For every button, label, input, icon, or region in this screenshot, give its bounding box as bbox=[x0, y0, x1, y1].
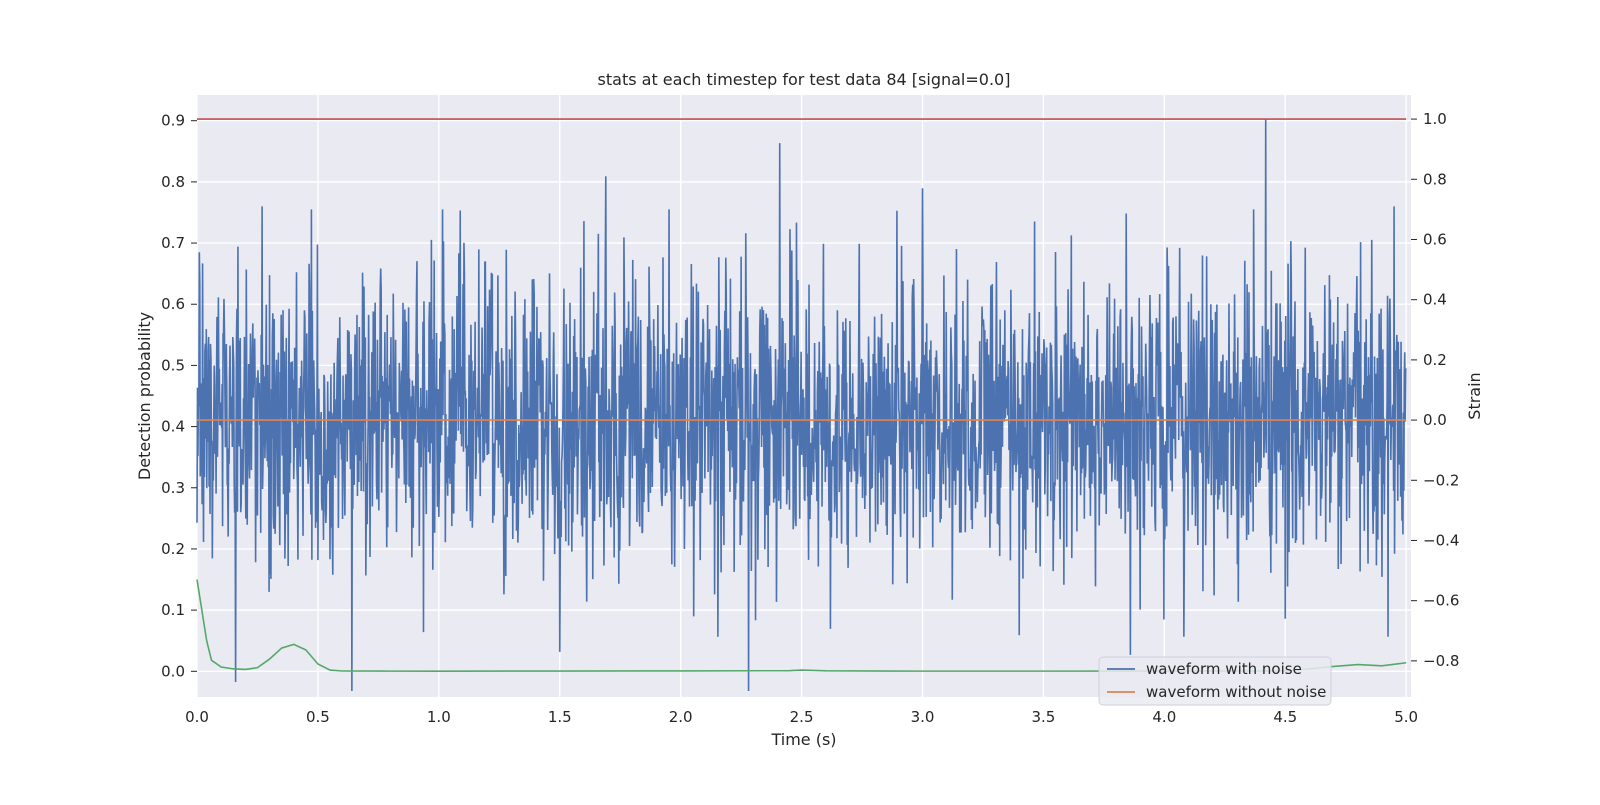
y-right-tick-label: 1.0 bbox=[1423, 110, 1447, 128]
x-tick-label: 2.0 bbox=[669, 708, 693, 726]
y-right-tick-label: −0.6 bbox=[1423, 592, 1459, 610]
x-tick-label: 5.0 bbox=[1394, 708, 1418, 726]
x-tick-label: 0.0 bbox=[185, 708, 209, 726]
y-left-tick-label: 0.5 bbox=[161, 356, 185, 374]
axis-layer: 0.0 0.5 1.0 1.5 2.0 2.5 3.0 3.5 4.0 4.5 5.0 0.0 0.1 0… bbox=[161, 110, 1459, 726]
x-tick-label: 1.5 bbox=[548, 708, 572, 726]
x-tick-label: 0.5 bbox=[306, 708, 330, 726]
y-right-tick-label: −0.4 bbox=[1423, 531, 1459, 549]
y-left-tick-label: 0.4 bbox=[161, 418, 185, 436]
x-tick-label: 2.5 bbox=[790, 708, 814, 726]
y-right-tick-label: 0.0 bbox=[1423, 411, 1447, 429]
legend-label-waveform-without-noise: waveform without noise bbox=[1146, 683, 1326, 701]
y-right-tick-label: 0.6 bbox=[1423, 230, 1447, 248]
y-left-tick-label: 0.3 bbox=[161, 479, 185, 497]
x-tick-label: 3.0 bbox=[911, 708, 935, 726]
y-right-tick-label: 0.2 bbox=[1423, 351, 1447, 369]
x-tick-label: 4.5 bbox=[1273, 708, 1297, 726]
chart-title: stats at each timestep for test data 84 … bbox=[598, 70, 1011, 89]
y-right-tick-label: 0.8 bbox=[1423, 170, 1447, 188]
y-axis-label-right: Strain bbox=[1465, 372, 1484, 419]
y-left-tick-label: 0.7 bbox=[161, 234, 185, 252]
legend-label-waveform-with-noise: waveform with noise bbox=[1146, 660, 1302, 678]
y-left-tick-label: 0.8 bbox=[161, 173, 185, 191]
y-left-tick-label: 0.0 bbox=[161, 662, 185, 680]
y-right-tick-label: 0.4 bbox=[1423, 291, 1447, 309]
y-left-tick-label: 0.2 bbox=[161, 540, 185, 558]
legend-box bbox=[1098, 656, 1332, 706]
x-axis-label: Time (s) bbox=[770, 730, 836, 749]
x-tick-label: 4.0 bbox=[1152, 708, 1176, 726]
y-left-tick-label: 0.1 bbox=[161, 601, 185, 619]
x-tick-label: 1.0 bbox=[427, 708, 451, 726]
legend: waveform with noise waveform without noi… bbox=[1098, 656, 1332, 706]
y-left-tick-label: 0.6 bbox=[161, 295, 185, 313]
y-axis-label-left: Detection probability bbox=[135, 312, 154, 480]
y-left-tick-label: 0.9 bbox=[161, 112, 185, 130]
series-line-waveform-with-noise bbox=[196, 119, 1407, 691]
x-tick-label: 3.5 bbox=[1031, 708, 1055, 726]
y-right-tick-label: −0.8 bbox=[1423, 652, 1459, 670]
y-right-tick-label: −0.2 bbox=[1423, 471, 1459, 489]
